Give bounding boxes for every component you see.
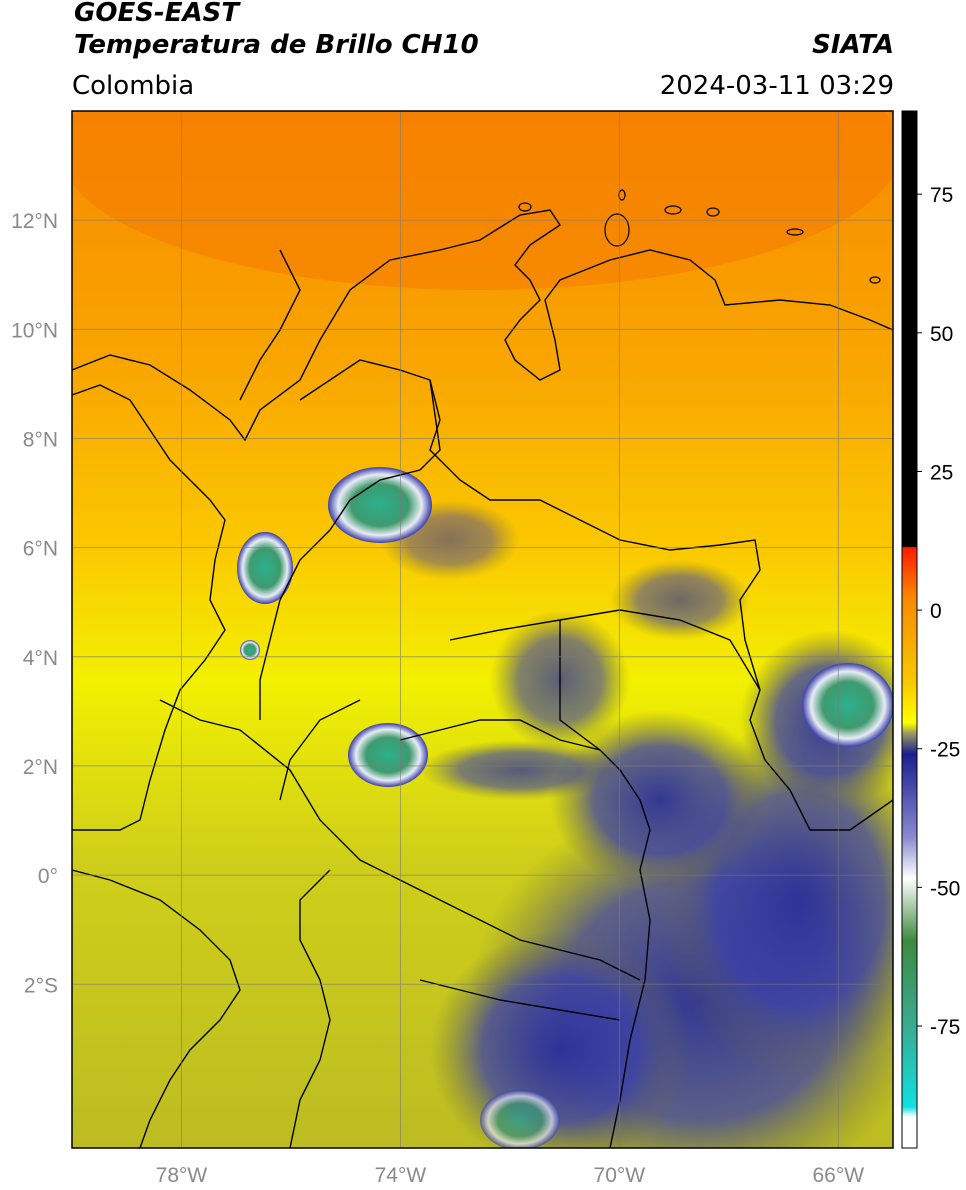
colorbar-tick-label: 0 [930,600,942,623]
lat-tick-label: 6°N [23,538,58,561]
colorbar-ticks: 75 50 25 0 -25 -50 -75 [917,184,960,1039]
lon-tick-label: 78°W [156,1164,208,1187]
lat-tick-label: 10°N [11,319,58,342]
header-title-1: GOES-EAST [74,0,240,28]
latitude-labels: 12°N 10°N 8°N 6°N 4°N 2°N 0° 2°S [11,210,58,997]
lat-tick-label: 4°N [23,647,58,670]
colorbar [901,110,918,1149]
header-timestamp: 2024-03-11 03:29 [659,71,894,101]
header-region: Colombia [72,71,195,101]
lat-tick-label: 2°S [24,974,58,997]
map-border [71,110,894,1149]
colorbar-tick-label: 75 [930,184,953,207]
lat-tick-label: 12°N [11,210,58,233]
colorbar-tick-label: 50 [930,323,953,346]
longitude-labels: 78°W 74°W 70°W 66°W [156,1164,865,1187]
lon-tick-label: 70°W [594,1164,646,1187]
header-title-2: Temperatura de Brillo CH10 [74,30,479,60]
colorbar-tick-label: -25 [930,739,960,762]
lat-tick-label: 0° [38,865,58,888]
lon-tick-label: 66°W [812,1164,864,1187]
colorbar-tick-label: 25 [930,461,953,484]
lat-tick-label: 8°N [23,428,58,451]
lon-tick-label: 74°W [375,1164,427,1187]
satellite-image [72,111,893,1148]
colorbar-tick-label: -75 [930,1016,960,1039]
lat-tick-label: 2°N [23,756,58,779]
colorbar-tick-label: -50 [930,877,960,900]
header-agency: SIATA [812,30,894,60]
